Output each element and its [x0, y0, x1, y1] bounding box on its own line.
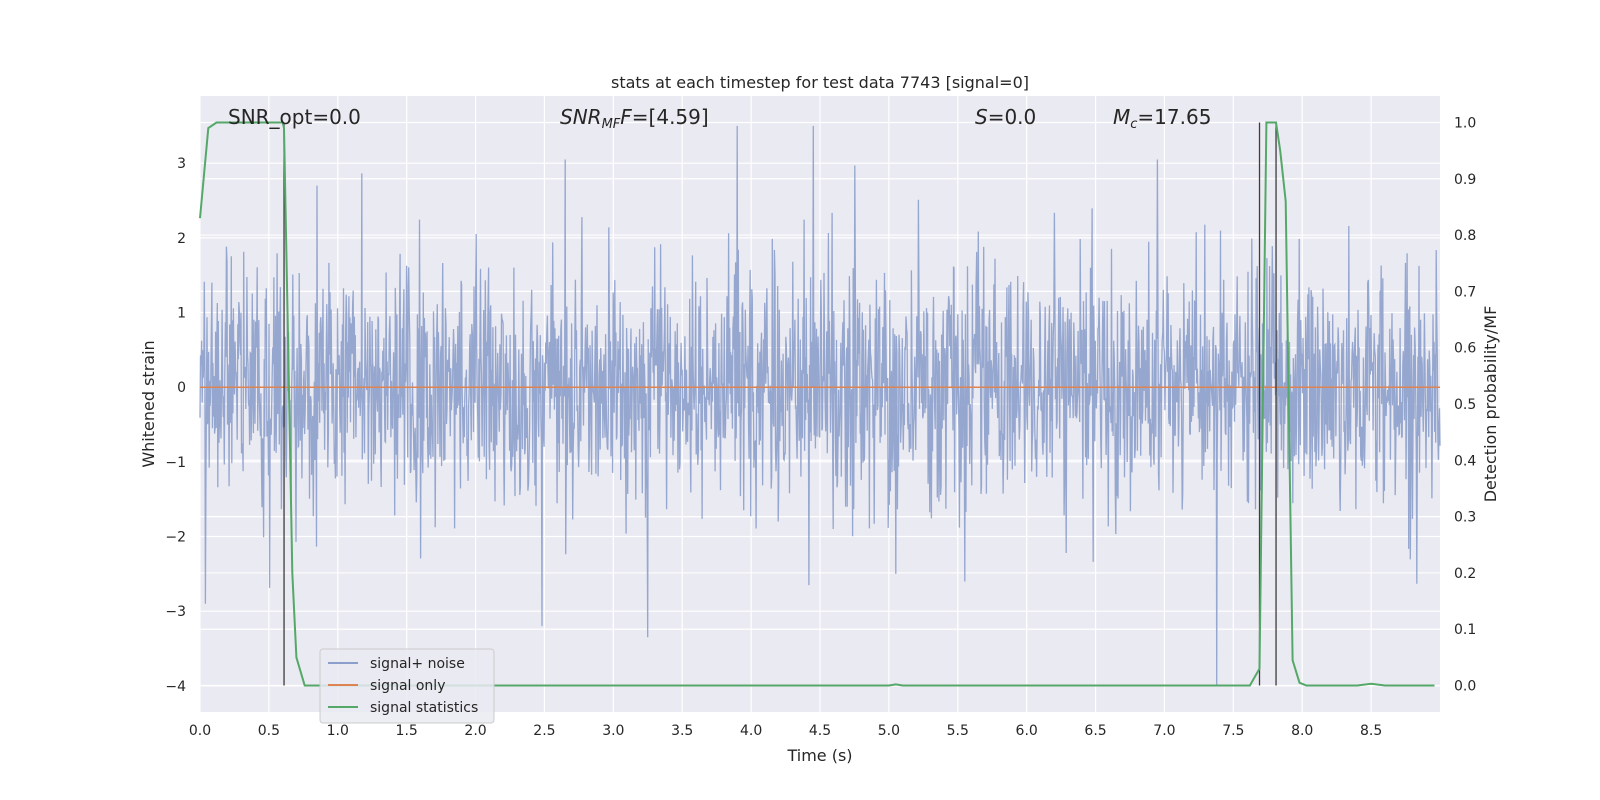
x-tick-label: 2.5 — [533, 723, 555, 739]
y-tick-label-right: 0.3 — [1454, 510, 1476, 526]
y-tick-label-right: 1.0 — [1454, 115, 1476, 131]
signal-statistics-line — [199, 121, 1435, 687]
y-tick-label-left: −1 — [165, 455, 186, 471]
x-tick-label: 1.5 — [396, 723, 418, 739]
series-signal-statistics — [199, 121, 1435, 687]
legend-label-signal-only: signal only — [370, 678, 445, 694]
annotation-s-value: =0.0 — [988, 105, 1037, 129]
y-tick-label-left: −2 — [165, 530, 186, 546]
x-tick-label: 3.5 — [671, 723, 693, 739]
ticks: 0.0 0.5 1.0 1.5 2.0 2.5 3.0 3.5 4.0 4.5 5.0 5.5 6.0 6… — [165, 115, 1476, 739]
series-signal-noise — [199, 125, 1441, 686]
x-tick-label: 3.0 — [602, 723, 624, 739]
chart-title: stats at each timestep for test data 774… — [611, 73, 1029, 92]
x-tick-label: 2.0 — [464, 723, 486, 739]
y-tick-label-left: −3 — [165, 604, 186, 620]
x-tick-label: 6.0 — [1016, 723, 1038, 739]
signal-noise-line — [199, 125, 1441, 686]
annotation-snr-mf-f: F — [620, 105, 632, 129]
y-tick-label-left: −4 — [165, 679, 186, 695]
legend-box — [319, 648, 495, 724]
x-tick-label: 7.5 — [1222, 723, 1244, 739]
x-axis-label: Time (s) — [786, 746, 852, 765]
y-tick-label-right: 0.1 — [1454, 622, 1476, 638]
annotation-snr-mf: SNRMFF=[4.59] — [560, 105, 709, 132]
y-axis-label-right: Detection probability/MF — [1481, 306, 1500, 503]
annotation-mc: Mc=17.65 — [1113, 105, 1211, 132]
x-tick-label: 0.0 — [189, 723, 211, 739]
annotation-s-label: S — [975, 105, 988, 129]
y-tick-label-right: 0.4 — [1454, 453, 1476, 469]
y-tick-label-right: 0.8 — [1454, 228, 1476, 244]
y-tick-label-right: 0.9 — [1454, 172, 1476, 188]
x-tick-label: 5.5 — [947, 723, 969, 739]
y-tick-label-left: 3 — [177, 156, 186, 172]
x-tick-label: 8.5 — [1360, 723, 1382, 739]
annotation-mc-sub: c — [1130, 117, 1137, 132]
y-tick-label-left: 0 — [177, 380, 186, 396]
x-tick-label: 0.5 — [258, 723, 280, 739]
y-axis-label-left: Whitened strain — [139, 340, 158, 467]
x-tick-label: 1.0 — [327, 723, 349, 739]
y-tick-label-left: 2 — [177, 231, 186, 247]
y-tick-label-right: 0.6 — [1454, 341, 1476, 357]
annotation-mc-value: =17.65 — [1137, 105, 1211, 129]
y-tick-label-left: 1 — [177, 306, 186, 322]
annotation-s: S=0.0 — [975, 105, 1036, 129]
legend-label-signal-noise: signal+ noise — [370, 656, 465, 672]
annotation-snr-opt: SNR_opt=0.0 — [228, 105, 361, 129]
annotation-mc-main: M — [1113, 105, 1130, 129]
legend-label-signal-statistics: signal statistics — [370, 700, 478, 716]
x-tick-label: 7.0 — [1153, 723, 1175, 739]
y-tick-label-right: 0.2 — [1454, 566, 1476, 582]
annotation-snr-mf-sub: MF — [602, 117, 621, 132]
legend: signal+ noise signal only signal statist… — [319, 648, 495, 724]
x-tick-label: 5.0 — [878, 723, 900, 739]
y-tick-label-right: 0.0 — [1454, 679, 1476, 695]
x-tick-label: 4.0 — [740, 723, 762, 739]
annotation-snr-mf-main: SNR — [560, 105, 602, 129]
y-tick-label-right: 0.7 — [1454, 284, 1476, 300]
x-tick-label: 4.5 — [809, 723, 831, 739]
x-tick-label: 8.0 — [1291, 723, 1313, 739]
y-tick-label-right: 0.5 — [1454, 397, 1476, 413]
annotation-snr-mf-value: =[4.59] — [632, 105, 709, 129]
x-tick-label: 6.5 — [1084, 723, 1106, 739]
